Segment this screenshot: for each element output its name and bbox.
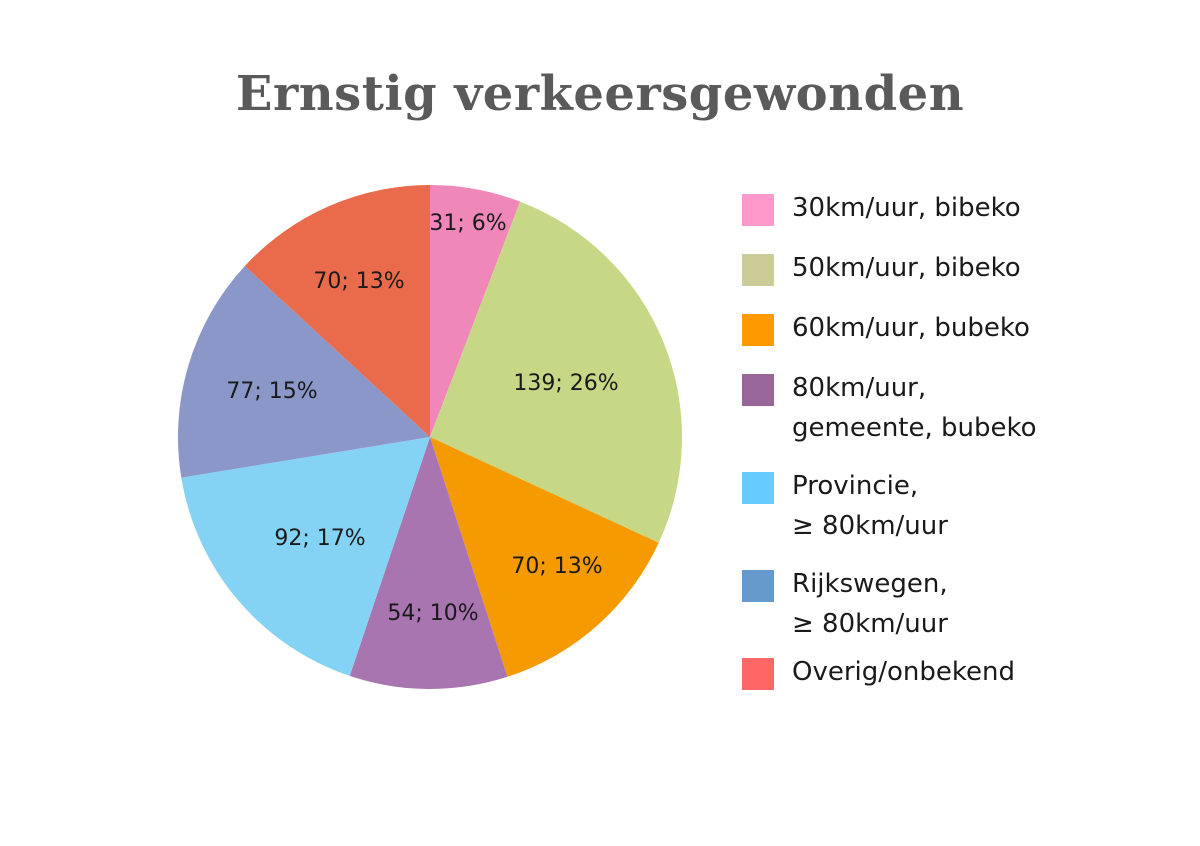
slice-label-1: 31; 6% xyxy=(429,211,506,236)
legend-label-3: 60km/uur, bubeko xyxy=(792,313,1030,343)
legend-swatch-4 xyxy=(742,374,774,406)
legend-item-6: Rijkswegen, ≥ 80km/uur xyxy=(742,564,948,644)
pie-slice-labels: 31; 6% 139; 26% 70; 13% 54; 10% 92; 17% 77; 1… xyxy=(226,211,618,626)
legend-item-7: Overig/onbekend xyxy=(742,652,1015,692)
legend-label-6: Rijkswegen, ≥ 80km/uur xyxy=(792,569,948,639)
legend-item-5: Provincie, ≥ 80km/uur xyxy=(742,466,948,546)
legend-item-4: 80km/uur, gemeente, bubeko xyxy=(742,368,1037,448)
pie-slice-1 xyxy=(430,185,521,437)
pie-slice-6 xyxy=(177,266,430,478)
legend-label-1: 30km/uur, bibeko xyxy=(792,193,1021,223)
slice-label-5: 92; 17% xyxy=(274,526,365,551)
slice-label-7: 70; 13% xyxy=(313,269,404,294)
legend-swatch-1 xyxy=(742,194,774,226)
slice-label-4: 54; 10% xyxy=(387,601,478,626)
legend-item-3: 60km/uur, bubeko xyxy=(742,308,1030,348)
slice-label-3: 70; 13% xyxy=(511,554,602,579)
pie-slice-3 xyxy=(430,437,659,677)
legend-label-7: Overig/onbekend xyxy=(792,657,1016,687)
legend-item-2: 50km/uur, bibeko xyxy=(742,248,1021,288)
legend-label-4: 80km/uur, gemeente, bubeko xyxy=(792,373,1037,443)
legend-label-2: 50km/uur, bibeko xyxy=(792,253,1021,283)
pie-slice-5 xyxy=(181,437,430,676)
legend-swatch-6 xyxy=(742,570,774,602)
pie-slice-4 xyxy=(349,437,508,689)
legend-swatch-7 xyxy=(742,658,774,690)
slice-label-2: 139; 26% xyxy=(513,371,618,396)
pie-slice-7 xyxy=(244,185,430,437)
chart-title: Ernstig verkeersgewonden xyxy=(235,66,965,122)
slice-label-6: 77; 15% xyxy=(226,379,317,404)
pie-slices xyxy=(177,185,683,689)
legend-swatch-5 xyxy=(742,472,774,504)
legend-swatch-3 xyxy=(742,314,774,346)
legend-label-5: Provincie, ≥ 80km/uur xyxy=(792,471,948,541)
legend-item-1: 30km/uur, bibeko xyxy=(742,188,1021,228)
pie-slice-2 xyxy=(430,201,683,543)
legend-swatch-2 xyxy=(742,254,774,286)
